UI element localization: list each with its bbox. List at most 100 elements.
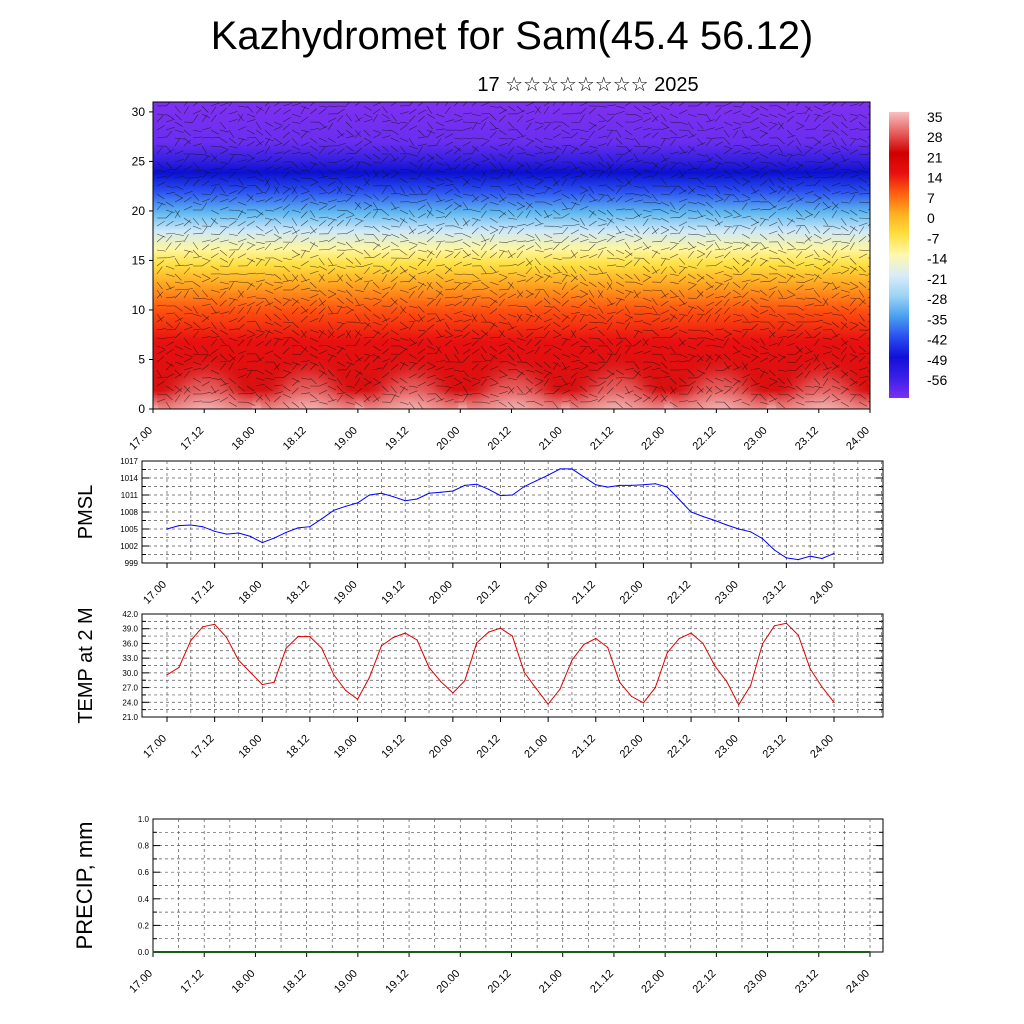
- data-point: [666, 652, 668, 654]
- wind-barb: [831, 393, 840, 401]
- wind-barb: [498, 115, 506, 123]
- wind-barb: [579, 324, 588, 331]
- wind-barb: [192, 321, 201, 328]
- wind-barb: [471, 161, 481, 167]
- wind-barb: [660, 229, 670, 235]
- wind-barb: [381, 274, 388, 283]
- data-point: [190, 951, 192, 953]
- wind-barb: [840, 321, 848, 329]
- wind-barb: [669, 360, 679, 363]
- wind-barb: [615, 297, 625, 301]
- wind-barb: [678, 161, 688, 167]
- wind-barb: [183, 250, 191, 259]
- wind-barb: [777, 385, 787, 388]
- wind-barb: [633, 258, 640, 267]
- wind-barb: [660, 185, 671, 187]
- wind-barb: [534, 381, 543, 387]
- wind-barb: [732, 289, 741, 296]
- wind-barb: [678, 198, 688, 203]
- wind-barb: [309, 318, 319, 323]
- wind-barb: [210, 237, 220, 243]
- data-point: [216, 951, 218, 953]
- wind-barb: [660, 193, 671, 196]
- wind-barb: [255, 192, 265, 195]
- wind-barb: [786, 369, 797, 371]
- wind-barb: [705, 394, 712, 403]
- wind-barb: [246, 360, 256, 363]
- wind-barb: [660, 375, 670, 379]
- wind-barb: [741, 282, 748, 291]
- wind-barb: [282, 273, 289, 282]
- wind-barb: [165, 173, 174, 179]
- wind-barb: [246, 329, 256, 335]
- wind-barb: [345, 164, 354, 171]
- wind-barb: [192, 256, 202, 259]
- wind-barb: [606, 281, 613, 290]
- wind-barb: [264, 289, 274, 294]
- wind-barb: [561, 173, 571, 179]
- wind-barb: [786, 241, 795, 248]
- wind-barb: [408, 363, 416, 371]
- wind-barb: [579, 233, 589, 238]
- wind-barb: [264, 229, 273, 235]
- data-point: [833, 552, 835, 555]
- wind-barb: [840, 191, 850, 195]
- wind-barb: [327, 353, 337, 358]
- wind-barb: [174, 105, 181, 114]
- wind-barb: [615, 346, 621, 355]
- wind-barb: [471, 339, 479, 347]
- wind-barb: [318, 216, 328, 219]
- wind-barb: [669, 138, 676, 147]
- wind-barb: [696, 249, 706, 255]
- wind-barb: [822, 351, 832, 355]
- wind-barb: [408, 265, 418, 270]
- warm-blob: [672, 333, 768, 409]
- wind-barb: [570, 341, 579, 347]
- wind-barb: [165, 286, 175, 291]
- wind-barb: [615, 110, 625, 115]
- wind-barb: [786, 140, 795, 147]
- wind-barb: [255, 329, 265, 333]
- wind-barb: [426, 345, 436, 351]
- wind-barb: [318, 185, 327, 192]
- wind-barb: [291, 353, 302, 355]
- wind-barb: [264, 385, 273, 392]
- wind-barb: [696, 385, 704, 393]
- wind-barb: [453, 393, 463, 397]
- wind-barb: [534, 337, 545, 339]
- wind-barb: [219, 217, 229, 220]
- wind-barb: [192, 114, 199, 123]
- wind-barb: [642, 321, 652, 326]
- wind-barb: [255, 209, 264, 216]
- wind-barb: [471, 219, 479, 227]
- y-tick-label: 30: [132, 105, 146, 119]
- wind-barb: [660, 177, 667, 186]
- wind-barb: [390, 137, 400, 143]
- wind-barb: [192, 225, 202, 230]
- wind-barb: [525, 385, 533, 393]
- wind-barb: [516, 273, 526, 278]
- wind-barb: [795, 372, 804, 379]
- wind-barb: [471, 163, 479, 171]
- wind-barb: [849, 149, 859, 155]
- wind-barb: [210, 153, 218, 161]
- wind-barb: [192, 377, 201, 383]
- wind-barb: [723, 291, 731, 299]
- wind-barb: [768, 113, 778, 118]
- wind-barb: [795, 323, 803, 331]
- wind-barb: [246, 301, 256, 307]
- wind-barb: [255, 259, 263, 267]
- wind-barb: [606, 163, 614, 171]
- wind-barb: [633, 291, 641, 299]
- wind-barb: [237, 201, 247, 206]
- wind-barb: [615, 257, 625, 261]
- wind-barb: [480, 305, 490, 308]
- wind-barb: [435, 250, 442, 259]
- wind-barb: [282, 230, 292, 235]
- wind-barb: [858, 226, 865, 235]
- wind-barb: [255, 106, 263, 115]
- wind-barb: [588, 281, 597, 288]
- wind-barb: [219, 362, 227, 371]
- wind-barb: [201, 297, 211, 301]
- wind-barb: [660, 209, 670, 215]
